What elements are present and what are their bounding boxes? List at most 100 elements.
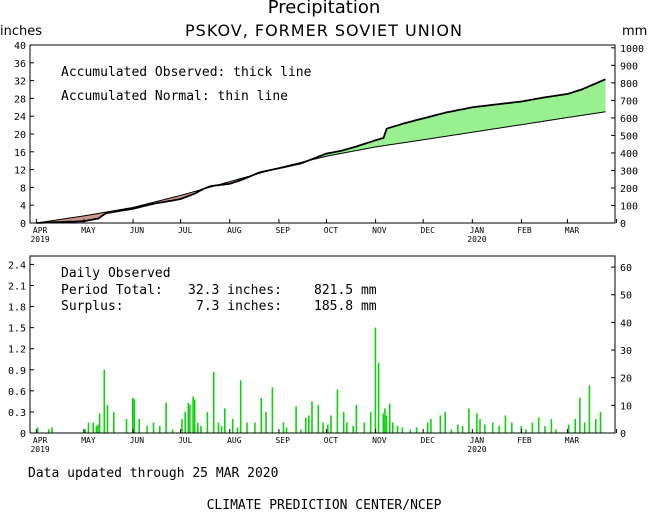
y-tick-label: 12: [14, 166, 26, 177]
daily-bar: [192, 396, 194, 433]
daily-bar: [461, 426, 464, 433]
daily-bar: [260, 397, 263, 433]
daily-bar: [550, 419, 553, 433]
x-tick-label: AUG: [227, 436, 242, 445]
daily-bar: [388, 403, 391, 433]
daily-bar: [430, 419, 432, 433]
y-tick-label: 0: [20, 219, 26, 230]
deficit-fill: [36, 111, 606, 223]
daily-bar: [317, 404, 320, 433]
daily-bar: [300, 429, 302, 433]
observed-line: [36, 78, 606, 224]
x-tick-label: FEB: [517, 436, 532, 445]
daily-bar: [322, 422, 324, 433]
daily-bar: [254, 422, 256, 433]
daily-bar: [468, 408, 470, 433]
daily-bar: [336, 389, 339, 433]
legend-normal: Accumulated Normal: thin line: [61, 89, 288, 104]
daily-bar: [444, 411, 446, 433]
y2-tick-label: 50: [620, 291, 632, 302]
daily-bar: [352, 426, 354, 433]
daily-bar: [95, 426, 98, 433]
daily-bar: [476, 413, 478, 433]
y2-tick-label: 20: [620, 374, 632, 385]
y-tick-label: 36: [14, 59, 26, 70]
daily-bar: [152, 422, 155, 433]
daily-bar: [498, 426, 500, 433]
daily-bar: [282, 422, 285, 433]
y-tick-label: 8: [20, 183, 26, 194]
legend-observed: Accumulated Observed: thick line: [61, 65, 312, 80]
daily-bar: [374, 327, 377, 433]
daily-bar: [377, 362, 380, 433]
daily-bars: [36, 327, 602, 433]
daily-bar: [363, 422, 366, 433]
x-tick-label: NOV: [372, 436, 387, 445]
y2-tick-label: 60: [620, 263, 632, 274]
period-total-label: Period Total:: [61, 283, 163, 298]
daily-bar: [146, 426, 148, 433]
daily-bar: [426, 422, 429, 433]
period-total-inches: 32.3 inches:: [188, 283, 282, 298]
x-tick-label: OCT: [324, 436, 339, 445]
daily-left-axis: 0 0.3 0.6 0.9 1.2 1.5 1.8 2.1 2.4: [8, 260, 34, 440]
y2-tick-label: 500: [620, 131, 638, 142]
daily-bar: [133, 399, 136, 433]
normal-line: [36, 111, 606, 224]
daily-bar: [346, 422, 348, 433]
y-tick-label: 0.9: [8, 366, 26, 377]
y-tick-label: 4: [20, 201, 26, 212]
y2-tick-label: 0: [620, 429, 626, 440]
chart-title: Precipitation: [267, 0, 381, 18]
daily-bar: [271, 387, 274, 433]
daily-bar: [113, 411, 115, 433]
y2-tick-label: 900: [620, 61, 638, 72]
accumulated-panel: 0 4 8 12 16 20 24 28 32 36 40 0 100 200 300 400 500 600 7…: [14, 41, 644, 244]
y-tick-label: 16: [14, 148, 26, 159]
y-tick-label: 1.2: [8, 345, 26, 356]
daily-bar: [236, 427, 239, 433]
y2-tick-label: 0: [620, 219, 626, 230]
daily-bar: [36, 427, 39, 433]
daily-bar: [165, 402, 167, 433]
daily-bar: [385, 415, 388, 433]
daily-x-axis: APR MAY JUN JUL AUG SEP OCT NOV DEC JAN FEB MAR 2019…: [30, 429, 618, 454]
daily-bar: [295, 406, 297, 433]
daily-bar: [200, 426, 202, 433]
daily-bar: [583, 422, 586, 433]
daily-bar: [504, 415, 507, 433]
daily-bar: [239, 380, 242, 433]
daily-bar: [384, 408, 386, 433]
y-tick-label: 28: [14, 94, 26, 105]
y2-tick-label: 300: [620, 166, 638, 177]
y2-tick-label: 600: [620, 114, 638, 125]
daily-bar: [138, 419, 140, 433]
x-tick-label: OCT: [324, 226, 339, 235]
y2-tick-label: 10: [620, 401, 632, 412]
y-tick-label: 0: [20, 429, 26, 440]
daily-bar: [439, 415, 442, 433]
daily-bar: [84, 429, 87, 433]
daily-bar: [392, 422, 394, 433]
daily-bar: [98, 413, 101, 433]
x-tick-label: APR: [33, 226, 48, 235]
y-tick-label: 2.4: [8, 260, 26, 271]
accumulated-x-axis: APR MAY JUN JUL AUG SEP OCT NOV DEC JAN FEB MAR 2019…: [30, 219, 618, 244]
daily-bar: [103, 369, 106, 433]
daily-bar: [308, 415, 310, 433]
surplus-label: Surplus:: [61, 299, 124, 314]
daily-bar: [171, 429, 174, 433]
daily-bar: [396, 426, 399, 433]
x-tick-label: JUN: [130, 436, 145, 445]
daily-bar: [106, 404, 109, 433]
daily-bar: [574, 419, 576, 433]
daily-bar: [92, 422, 94, 433]
daily-bar: [246, 422, 248, 433]
accumulated-left-axis: 0 4 8 12 16 20 24 28 32 36 40: [14, 41, 34, 230]
daily-bar: [382, 413, 385, 433]
daily-bar: [159, 426, 161, 433]
daily-bar: [97, 424, 99, 433]
period-total-mm: 821.5 mm: [314, 283, 377, 298]
y2-tick-label: 700: [620, 96, 638, 107]
surplus-mm: 185.8 mm: [314, 299, 377, 314]
